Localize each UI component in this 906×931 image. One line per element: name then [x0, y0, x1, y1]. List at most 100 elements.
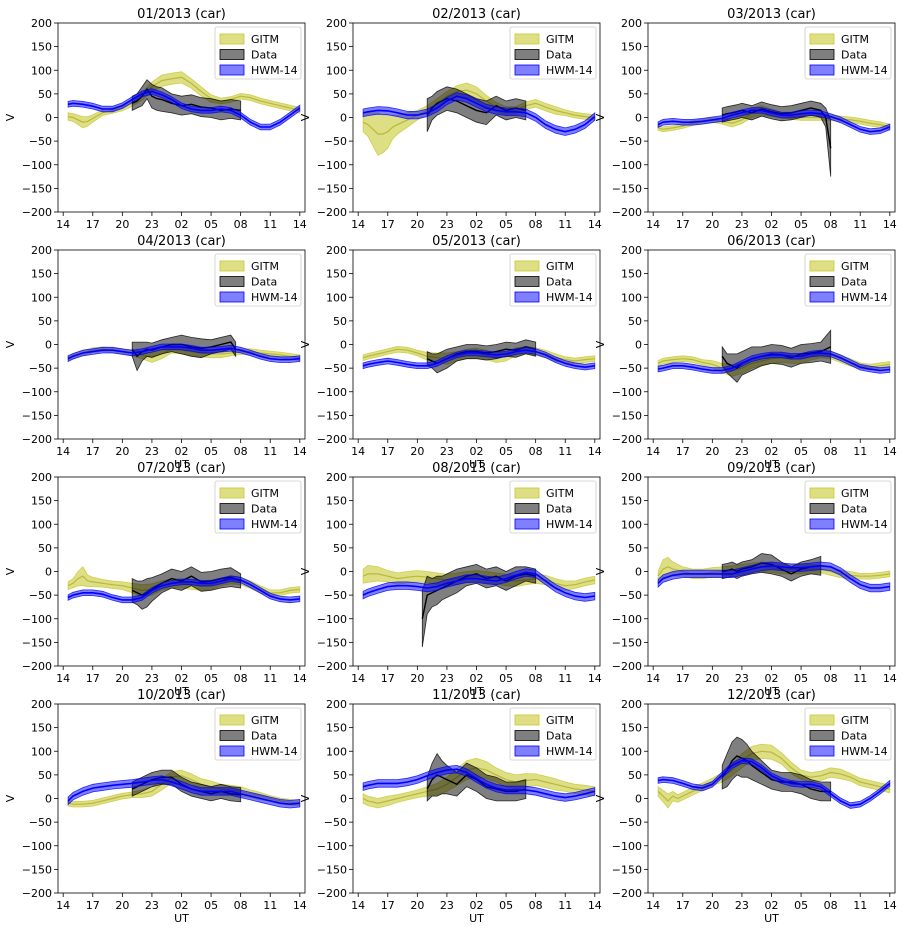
legend-swatch-data: [219, 503, 245, 514]
x-tick-label: 11: [558, 899, 572, 912]
legend-swatch-hwm-14: [809, 745, 835, 757]
x-tick-label: 05: [499, 218, 513, 231]
y-tick-label: −150: [317, 182, 347, 195]
legend-swatch-gitm: [809, 33, 835, 45]
subplot-9: −200 −150 −100 −50 0 50 100 150 200 14 17 20 23 02 05 0…: [594, 461, 897, 698]
y-axis-label: V: [4, 567, 17, 575]
x-tick-label: 08: [529, 672, 543, 685]
y-tick-label: −200: [317, 660, 347, 673]
y-tick-label: 100: [31, 291, 52, 304]
x-tick-label: 02: [175, 445, 189, 458]
x-axis-label: UT: [764, 458, 779, 471]
y-tick-label: 50: [38, 769, 52, 782]
band-hwm-14: [362, 568, 596, 602]
x-tick-label: 11: [558, 218, 572, 231]
y-tick-label: −100: [317, 159, 347, 172]
y-tick-label: 200: [326, 471, 347, 484]
x-tick-label: 14: [56, 218, 70, 231]
legend-label: GITM: [251, 260, 279, 273]
y-tick-label: −50: [29, 816, 52, 829]
series-line-hwm-14: [657, 352, 890, 372]
plot-area: [657, 100, 891, 177]
legend-swatch-hwm-14: [514, 291, 540, 303]
y-tick-label: −50: [619, 589, 642, 602]
subplot-title: 10/2013 (car): [137, 688, 226, 703]
x-axis-label: UT: [174, 912, 189, 925]
x-tick-label: 02: [765, 672, 779, 685]
legend-label: Data: [546, 503, 572, 516]
series-line-gitm: [657, 750, 890, 802]
x-tick-label: 20: [410, 445, 424, 458]
y-tick-label: 0: [635, 566, 642, 579]
y-tick-label: 150: [621, 722, 642, 735]
x-axis-label: UT: [174, 458, 189, 471]
legend-label: GITM: [546, 487, 574, 500]
legend-label: Data: [251, 730, 277, 743]
y-tick-label: 200: [326, 698, 347, 711]
x-tick-label: 05: [499, 445, 513, 458]
y-tick-label: 100: [31, 64, 52, 77]
x-tick-label: 11: [853, 672, 867, 685]
y-tick-label: −200: [317, 433, 347, 446]
y-tick-label: −50: [324, 589, 347, 602]
y-tick-label: −200: [612, 887, 642, 900]
y-axis-label: V: [594, 113, 607, 121]
x-tick-label: 14: [588, 672, 602, 685]
x-tick-label: 08: [234, 899, 248, 912]
x-tick-label: 14: [293, 218, 307, 231]
subplot-5: −200 −150 −100 −50 0 50 100 150 200 14 17 20 23 02 05 0…: [299, 234, 602, 471]
x-tick-label: 02: [765, 218, 779, 231]
legend-label: HWM-14: [841, 291, 888, 304]
y-tick-label: 200: [326, 17, 347, 30]
y-tick-label: 0: [45, 339, 52, 352]
x-tick-label: 20: [410, 899, 424, 912]
y-tick-label: 100: [621, 291, 642, 304]
y-tick-label: 100: [31, 518, 52, 531]
x-tick-label: 14: [883, 218, 897, 231]
x-tick-label: 05: [499, 899, 513, 912]
y-tick-label: −200: [22, 206, 52, 219]
legend-swatch-hwm-14: [809, 64, 835, 76]
x-tick-label: 08: [234, 218, 248, 231]
legend: GITM Data HWM-14: [214, 707, 302, 761]
legend-label: HWM-14: [546, 518, 593, 531]
x-tick-label: 17: [86, 672, 100, 685]
x-tick-label: 02: [470, 445, 484, 458]
legend-label: GITM: [841, 714, 869, 727]
x-tick-label: 14: [646, 445, 660, 458]
legend: GITM Data HWM-14: [509, 480, 597, 534]
plot-area: [67, 71, 301, 131]
series-line-hwm-14: [67, 577, 300, 601]
plot-area: [362, 752, 596, 809]
x-axis-label: UT: [469, 685, 484, 698]
x-tick-label: 08: [824, 218, 838, 231]
legend-swatch-gitm: [219, 260, 245, 272]
x-tick-label: 02: [175, 672, 189, 685]
y-tick-label: 200: [621, 471, 642, 484]
x-tick-label: 14: [883, 672, 897, 685]
y-tick-label: −200: [612, 433, 642, 446]
y-tick-label: 150: [621, 268, 642, 281]
x-tick-label: 14: [293, 899, 307, 912]
y-tick-label: −50: [324, 362, 347, 375]
y-tick-label: 50: [628, 315, 642, 328]
legend: GITM Data HWM-14: [509, 253, 597, 307]
legend-swatch-data: [514, 730, 540, 741]
y-axis-label: V: [299, 794, 312, 802]
legend-swatch-data: [219, 730, 245, 741]
series-line-hwm-14: [67, 778, 300, 806]
legend-swatch-data: [809, 276, 835, 287]
y-tick-label: −50: [619, 362, 642, 375]
x-tick-label: 14: [588, 899, 602, 912]
x-tick-label: 17: [676, 218, 690, 231]
legend: GITM Data HWM-14: [804, 707, 892, 761]
legend-label: HWM-14: [251, 518, 298, 531]
legend-swatch-gitm: [514, 487, 540, 499]
y-tick-label: 0: [635, 793, 642, 806]
y-tick-label: −100: [22, 613, 52, 626]
y-tick-label: −100: [22, 386, 52, 399]
x-tick-label: 23: [735, 218, 749, 231]
y-tick-label: −200: [22, 887, 52, 900]
subplot-title: 09/2013 (car): [727, 461, 816, 476]
subplot-2: −200 −150 −100 −50 0 50 100 150 200 14 17 20 23 02 05 0…: [299, 7, 602, 231]
